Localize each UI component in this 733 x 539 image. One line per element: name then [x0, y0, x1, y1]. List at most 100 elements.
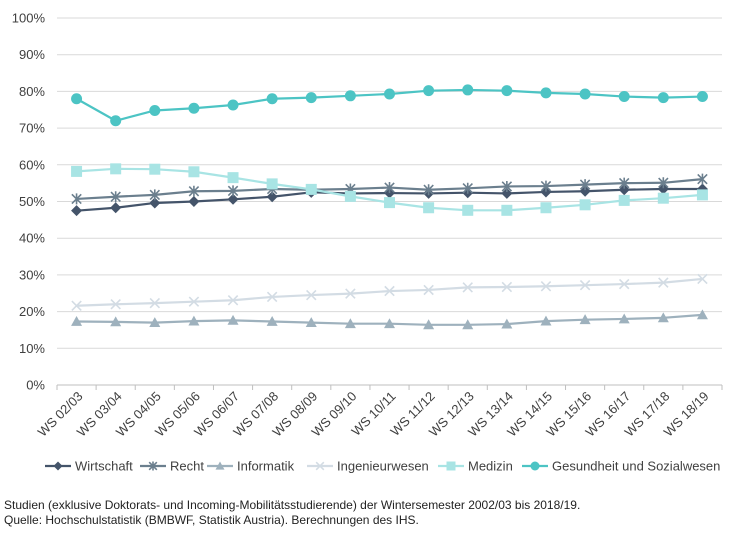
data-point — [71, 316, 83, 326]
y-tick-label: 0% — [26, 378, 45, 393]
data-point — [618, 194, 630, 206]
data-point — [110, 115, 122, 127]
data-point — [501, 318, 513, 329]
data-point — [188, 296, 200, 307]
legend-label: Recht — [170, 459, 204, 474]
data-point — [423, 319, 435, 330]
data-point — [384, 182, 395, 194]
data-point — [696, 309, 708, 320]
legend-label: Ingenieurwesen — [337, 459, 429, 474]
data-point — [110, 191, 121, 203]
y-tick-label: 60% — [19, 157, 45, 172]
data-point — [149, 163, 161, 175]
data-point — [696, 189, 708, 201]
data-point — [462, 84, 474, 96]
y-axis-tick-labels: 0% 10% 20% 30% 40% 50% 60% 70% 80% 90% 100% — [12, 11, 46, 393]
series-medizin — [71, 163, 708, 216]
data-point — [618, 278, 630, 290]
y-tick-label: 70% — [19, 121, 45, 136]
data-point — [384, 197, 395, 209]
data-point — [657, 192, 669, 204]
data-point — [110, 163, 122, 175]
legend-marker — [530, 461, 540, 471]
data-point — [579, 179, 591, 191]
data-point — [71, 93, 83, 105]
caption-source: Quelle: Hochschulstatistik (BMBWF, Stati… — [4, 513, 419, 527]
y-tick-label: 50% — [19, 194, 45, 209]
data-point — [149, 104, 161, 116]
legend-marker — [148, 461, 158, 471]
data-point — [658, 277, 669, 288]
legend-label: Informatik — [237, 459, 295, 474]
data-point — [657, 312, 669, 323]
series-gesundheit-und-sozialwesen — [71, 84, 708, 127]
data-point — [110, 202, 122, 214]
data-point — [540, 281, 552, 292]
data-point — [71, 193, 82, 205]
y-tick-label: 40% — [19, 231, 45, 246]
data-point — [618, 313, 630, 324]
data-point — [188, 102, 200, 114]
legend-label: Wirtschaft — [75, 459, 133, 474]
x-axis — [56, 384, 723, 390]
series-informatik — [71, 309, 708, 330]
data-point — [306, 289, 317, 301]
data-point — [188, 185, 200, 197]
data-point — [344, 90, 356, 102]
legend-item: Wirtschaft — [45, 459, 133, 474]
y-tick-label: 20% — [19, 304, 45, 319]
legend-item: Informatik — [207, 459, 295, 474]
data-point — [345, 288, 356, 299]
data-point — [501, 85, 513, 97]
y-tick-label: 80% — [19, 84, 45, 99]
y-tick-label: 100% — [12, 11, 46, 26]
series-line — [76, 277, 703, 307]
legend-item: Medizin — [438, 459, 513, 474]
data-point — [462, 319, 474, 330]
data-point — [423, 202, 435, 214]
data-point — [579, 88, 591, 100]
data-point — [658, 177, 669, 189]
data-point — [501, 281, 513, 293]
legend-item: Recht — [140, 459, 204, 474]
data-point — [462, 182, 473, 194]
data-point — [227, 314, 239, 325]
data-point — [579, 199, 591, 211]
series-recht — [71, 173, 708, 205]
series-ingenieurwesen — [71, 273, 708, 311]
data-point — [384, 285, 395, 297]
legend-label: Gesundheit und Sozialwesen — [552, 459, 720, 474]
data-point — [384, 88, 395, 100]
data-point — [462, 204, 474, 216]
data-point — [697, 173, 708, 185]
legend-item: Ingenieurwesen — [307, 459, 429, 474]
data-point — [305, 183, 317, 195]
data-point — [71, 165, 83, 177]
data-point — [344, 190, 356, 202]
data-point — [266, 316, 278, 326]
caption-note: Studien (exklusive Doktorats- und Incomi… — [4, 498, 581, 512]
data-point — [266, 291, 278, 303]
legend-marker — [53, 461, 63, 471]
data-point — [423, 184, 434, 196]
data-point — [305, 92, 317, 104]
y-tick-label: 10% — [19, 341, 45, 356]
data-point — [149, 317, 161, 328]
data-point — [501, 204, 513, 216]
data-point — [149, 297, 161, 309]
data-point — [696, 91, 708, 103]
legend: Wirtschaft Recht Informatik Ingenieurwesen M… — [45, 459, 720, 474]
data-point — [266, 191, 278, 203]
legend-label: Medizin — [468, 459, 513, 474]
data-point — [227, 185, 239, 197]
data-point — [697, 273, 708, 285]
data-point — [188, 196, 200, 207]
legend-marker — [215, 461, 225, 470]
data-point — [266, 93, 278, 105]
data-point — [579, 279, 591, 291]
data-point — [227, 172, 239, 184]
data-point — [305, 317, 317, 328]
data-point — [618, 91, 630, 103]
data-point — [423, 284, 434, 296]
data-point — [71, 300, 82, 311]
